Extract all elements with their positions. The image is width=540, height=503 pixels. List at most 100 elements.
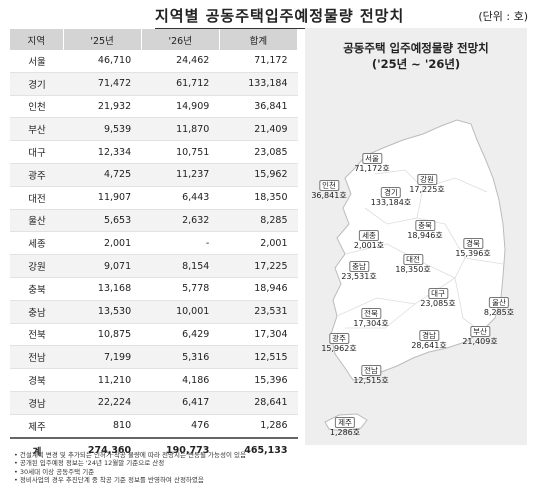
unit-label: (단위 : 호) [478,10,528,23]
value-cell: 4,186 [141,368,220,392]
value-cell: 5,778 [141,277,220,301]
value-cell: 2,001 [63,231,142,256]
value-cell: 46,710 [63,50,142,73]
value-cell: 61,712 [141,72,220,96]
map-label: 광주 15,962호 [321,333,357,354]
map-region-name: 강원 [417,174,437,185]
value-cell: 24,462 [141,50,220,73]
column-header: '25년 [63,29,142,50]
value-cell: 11,907 [63,186,142,210]
value-cell: 465,133 [219,436,298,463]
footnote: • 30세대 이상 공동주택 기준 [14,467,95,476]
table-row: 강원 9,071 8,154 17,225 [10,254,298,278]
value-cell: 2,001 [219,231,298,256]
footnote: • 정비사업의 경우 추진단계 중 착공 기준 정보를 반영하여 산정하였음 [14,476,204,485]
value-cell: 15,962 [219,163,298,187]
value-cell: 190,773 [141,436,220,463]
map-title-line: 공동주택 입주예정물량 전망치 [343,41,489,55]
value-cell: 10,001 [141,300,220,324]
map-label: 서울 71,172호 [354,153,390,174]
value-cell: 8,285 [219,209,298,233]
value-cell: 5,653 [63,209,142,233]
region-cell: 강원 [10,254,63,278]
map-region-name: 경남 [419,330,439,341]
map-region-value: 36,841호 [311,191,347,200]
region-cell: 전북 [10,323,63,347]
value-cell: 11,237 [141,163,220,187]
map-label: 경기 133,184호 [371,187,411,208]
map-label: 부산 21,409호 [462,326,498,347]
table-body: 서울 46,710 24,462 71,172 경기 71,472 61,712 133,18… [10,50,298,463]
value-cell: 22,224 [63,391,142,415]
data-table: 지역 '25년 '26년 합계 서울 46,710 24,462 71,172 경기 71… [10,29,299,463]
map-region-name: 제주 [335,417,355,428]
value-cell: 8,154 [141,254,220,278]
region-cell: 세종 [10,231,63,256]
map-region-name: 경북 [463,238,483,249]
value-cell: 71,472 [63,72,142,96]
map-label: 전남 12,515호 [353,365,389,386]
map-region-value: 18,350호 [395,265,431,274]
map-region-value: 23,085호 [420,299,456,308]
table-row: 전남 7,199 5,316 12,515 [10,345,298,370]
value-cell: 12,515 [219,345,298,370]
map-region-name: 경기 [381,187,401,198]
map-region-value: 2,001호 [353,241,385,250]
value-cell: 11,210 [63,368,142,392]
value-cell: 6,417 [141,391,220,415]
total-row: 계 274,360 190,773 465,133 [10,436,298,463]
value-cell: 1,286 [219,414,298,439]
map-label: 강원 17,225호 [409,174,445,195]
value-cell: 11,870 [141,117,220,142]
value-cell: - [141,231,220,256]
map-region-value: 17,225호 [409,185,445,194]
column-header: 지역 [10,29,64,50]
region-cell: 대전 [10,186,63,210]
map-region-name: 세종 [359,230,379,241]
value-cell: 9,071 [63,254,142,278]
map-region-value: 23,531호 [341,272,377,281]
footnotes: • 건설계획 변경 및 추가되는 인허가·착공 물량에 따라 전망치는 변동될 … [14,451,246,485]
table-row: 인천 21,932 14,909 36,841 [10,95,298,119]
map-label: 울산 8,285호 [484,297,514,318]
map-label: 대전 18,350호 [395,254,431,275]
table-row: 충북 13,168 5,778 18,946 [10,277,298,301]
region-cell: 인천 [10,95,63,119]
region-cell: 충남 [10,300,63,324]
value-cell: 12,334 [63,140,142,164]
map-label: 경북 15,396호 [455,238,491,259]
value-cell: 133,184 [219,72,298,96]
value-cell: 18,946 [219,277,298,301]
value-cell: 476 [141,414,220,439]
table-row: 부산 9,539 11,870 21,409 [10,117,298,142]
map-label: 충북 18,946호 [407,220,443,241]
value-cell: 15,396 [219,368,298,392]
column-header: 합계 [219,29,299,50]
region-cell: 부산 [10,117,63,142]
map-region-value: 17,304호 [353,319,389,328]
region-cell: 경남 [10,391,63,415]
value-cell: 9,539 [63,117,142,142]
region-cell: 전남 [10,345,63,370]
value-cell: 10,751 [141,140,220,164]
map-label: 경남 28,641호 [411,330,447,351]
value-cell: 17,225 [219,254,298,278]
map-region-value: 133,184호 [370,198,412,207]
map-region-name: 대전 [403,254,423,265]
region-cell: 서울 [10,50,63,73]
map-region-value: 21,409호 [462,337,498,346]
value-cell: 28,641 [219,391,298,415]
map-region-value: 1,286호 [329,428,361,437]
value-cell: 71,172 [219,50,298,73]
table-row: 충남 13,530 10,001 23,531 [10,300,298,324]
value-cell: 6,443 [141,186,220,210]
region-cell: 충북 [10,277,63,301]
map-subtitle-line: ('25년 ~ '26년) [371,57,461,71]
map-region-value: 8,285호 [483,308,515,317]
region-cell: 계 [10,436,63,463]
value-cell: 21,932 [63,95,142,119]
table-row: 경기 71,472 61,712 133,184 [10,72,298,96]
table-row: 경남 22,224 6,417 28,641 [10,391,298,415]
map-label: 전북 17,304호 [353,308,389,329]
value-cell: 17,304 [219,323,298,347]
